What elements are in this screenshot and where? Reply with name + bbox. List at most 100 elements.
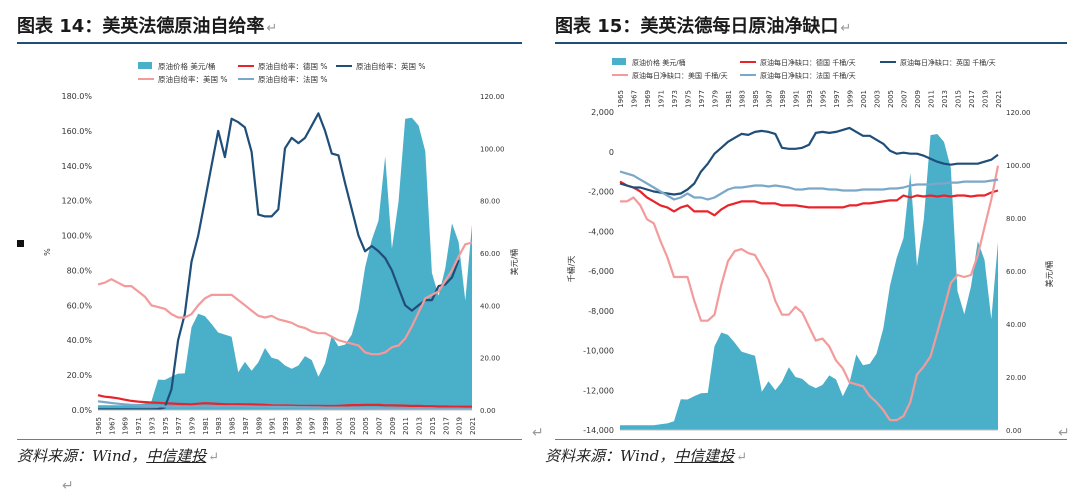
y-tick-label: -4,000 bbox=[588, 227, 614, 236]
y-tick-label: -12,000 bbox=[583, 386, 614, 395]
series-line-1 bbox=[97, 394, 472, 408]
x-tick-label: 1971 bbox=[658, 90, 666, 108]
x-tick-label: 1997 bbox=[833, 90, 841, 108]
y-tick-label: 120.0% bbox=[61, 197, 92, 206]
legend-label: 原油价格 美元/桶 bbox=[632, 58, 686, 67]
chart-right-source: 资料来源：Wind，中信建投 ↵ bbox=[545, 447, 748, 465]
x-tick-label: 1983 bbox=[739, 90, 747, 108]
chart-legend: 原油价格 美元/桶 原油自给率：德国 % 原油自给率：英国 % 原油自给率：美国 % 原… bbox=[138, 61, 426, 84]
x-tick-label: 1975 bbox=[685, 90, 693, 108]
y-tick-label: -10,000 bbox=[583, 347, 614, 356]
chart-right-title: 图表 15：美英法德每日原油净缺口 ↵ bbox=[555, 16, 852, 37]
series-line-1 bbox=[619, 180, 999, 217]
chart-left-top-rule bbox=[17, 42, 522, 44]
paragraph-mark: ↵ bbox=[532, 425, 544, 441]
series-area-oil-price bbox=[620, 134, 998, 430]
y2-tick-label: 0.00 bbox=[480, 407, 496, 415]
y2-tick-label: 40.00 bbox=[1006, 321, 1026, 329]
x-tick-label: 2001 bbox=[860, 90, 868, 108]
y2-tick-label: 20.00 bbox=[1006, 374, 1026, 382]
y2-tick-label: 60.00 bbox=[1006, 268, 1026, 276]
legend-label: 原油每日净缺口：德国 千桶/天 bbox=[760, 58, 856, 67]
x-tick-label: 1987 bbox=[766, 90, 774, 108]
chart-right-bottom-rule bbox=[555, 439, 1067, 440]
source-org-link[interactable]: 中信建投 bbox=[146, 447, 207, 465]
x-tick-label: 1965 bbox=[617, 90, 625, 108]
paragraph-mark: ↵ bbox=[1058, 425, 1070, 441]
series-line-3 bbox=[97, 241, 473, 356]
x-tick-label: 1997 bbox=[309, 417, 317, 435]
legend-swatch bbox=[612, 58, 626, 65]
legend-label: 原油每日净缺口：法国 千桶/天 bbox=[760, 71, 856, 80]
y-tick-label: 160.0% bbox=[61, 127, 92, 136]
list-bullet bbox=[17, 240, 24, 247]
x-tick-label: 2013 bbox=[941, 90, 949, 108]
x-tick-label: 2015 bbox=[955, 90, 963, 108]
paragraph-mark: ↵ bbox=[62, 478, 74, 494]
x-tick-label: 2007 bbox=[901, 90, 909, 108]
series-line-2 bbox=[98, 112, 460, 411]
x-tick-label: 1989 bbox=[779, 90, 787, 108]
x-tick-label: 1977 bbox=[698, 90, 706, 108]
y2-axis-title: 美元/桶 bbox=[509, 249, 519, 276]
chart-legend: 原油价格 美元/桶 原油每日净缺口：德国 千桶/天 原油每日净缺口：英国 千桶/天原… bbox=[612, 58, 996, 80]
chart-left-title: 图表 14：美英法德原油自给率 ↵ bbox=[17, 16, 278, 37]
x-tick-label: 1981 bbox=[725, 90, 733, 108]
y-tick-label: 100.0% bbox=[61, 232, 92, 241]
y-tick-label: 80.0% bbox=[67, 266, 93, 275]
x-tick-label: 2015 bbox=[429, 417, 437, 435]
y2-tick-label: 120.00 bbox=[480, 93, 505, 101]
x-tick-label: 1993 bbox=[806, 90, 814, 108]
y2-tick-label: 120.00 bbox=[1006, 109, 1031, 117]
x-tick-label: 2019 bbox=[982, 90, 990, 108]
y-tick-label: -2,000 bbox=[588, 188, 614, 197]
x-tick-label: 2003 bbox=[874, 90, 882, 108]
legend-label: 原油自给率：英国 % bbox=[356, 61, 426, 71]
y-tick-label: -8,000 bbox=[588, 307, 614, 316]
chart-right: 原油价格 美元/桶 原油每日净缺口：德国 千桶/天 原油每日净缺口：英国 千桶/天原… bbox=[566, 58, 1054, 435]
series-line-4 bbox=[619, 170, 999, 201]
x-tick-label: 2005 bbox=[887, 90, 895, 108]
source-org-link[interactable]: 中信建投 bbox=[674, 447, 735, 465]
x-tick-label: 1999 bbox=[847, 90, 855, 108]
x-tick-label: 1977 bbox=[175, 417, 183, 435]
x-tick-label: 1979 bbox=[712, 90, 720, 108]
x-tick-label: 2003 bbox=[349, 417, 357, 435]
y-tick-label: 20.0% bbox=[67, 371, 93, 380]
x-tick-label: 2011 bbox=[928, 90, 936, 108]
y2-axis-title: 美元/桶 bbox=[1044, 261, 1054, 288]
x-tick-label: 1967 bbox=[631, 90, 639, 108]
y2-tick-label: 40.00 bbox=[480, 302, 500, 310]
y-tick-label: 2,000 bbox=[591, 108, 614, 117]
legend-label: 原油自给率：德国 % bbox=[258, 61, 328, 71]
y2-tick-label: 100.00 bbox=[480, 145, 505, 153]
x-tick-label: 1969 bbox=[644, 90, 652, 108]
x-tick-label: 2009 bbox=[389, 417, 397, 435]
y-tick-label: 140.0% bbox=[61, 162, 92, 171]
x-tick-label: 1971 bbox=[135, 417, 143, 435]
x-tick-label: 1973 bbox=[148, 417, 156, 435]
chart-left-source: 资料来源：Wind，中信建投 ↵ bbox=[17, 447, 220, 465]
y-tick-label: -6,000 bbox=[588, 267, 614, 276]
legend-swatch bbox=[138, 62, 152, 69]
y2-tick-label: 60.00 bbox=[480, 250, 500, 258]
x-tick-label: 1965 bbox=[95, 417, 103, 435]
x-tick-label: 1989 bbox=[255, 417, 263, 435]
x-tick-label: 1983 bbox=[215, 417, 223, 435]
y2-tick-label: 80.00 bbox=[1006, 215, 1026, 223]
y2-tick-label: 0.00 bbox=[1006, 427, 1022, 435]
x-tick-label: 2011 bbox=[402, 417, 410, 435]
x-tick-label: 1967 bbox=[108, 417, 116, 435]
y2-tick-label: 80.00 bbox=[480, 198, 500, 206]
chart-left: 原油价格 美元/桶 原油自给率：德国 % 原油自给率：英国 % 原油自给率：美国 % 原… bbox=[43, 61, 519, 435]
y-tick-label: 60.0% bbox=[67, 301, 93, 310]
legend-label: 原油每日净缺口：英国 千桶/天 bbox=[900, 58, 996, 67]
x-tick-label: 2009 bbox=[914, 90, 922, 108]
x-tick-label: 2019 bbox=[456, 417, 464, 435]
y-tick-label: 0 bbox=[609, 148, 614, 157]
x-tick-label: 2001 bbox=[335, 417, 343, 435]
x-tick-label: 1995 bbox=[295, 417, 303, 435]
x-tick-label: 2005 bbox=[362, 417, 370, 435]
legend-label: 原油自给率：美国 % bbox=[158, 74, 228, 84]
y-axis-title: % bbox=[43, 248, 52, 256]
